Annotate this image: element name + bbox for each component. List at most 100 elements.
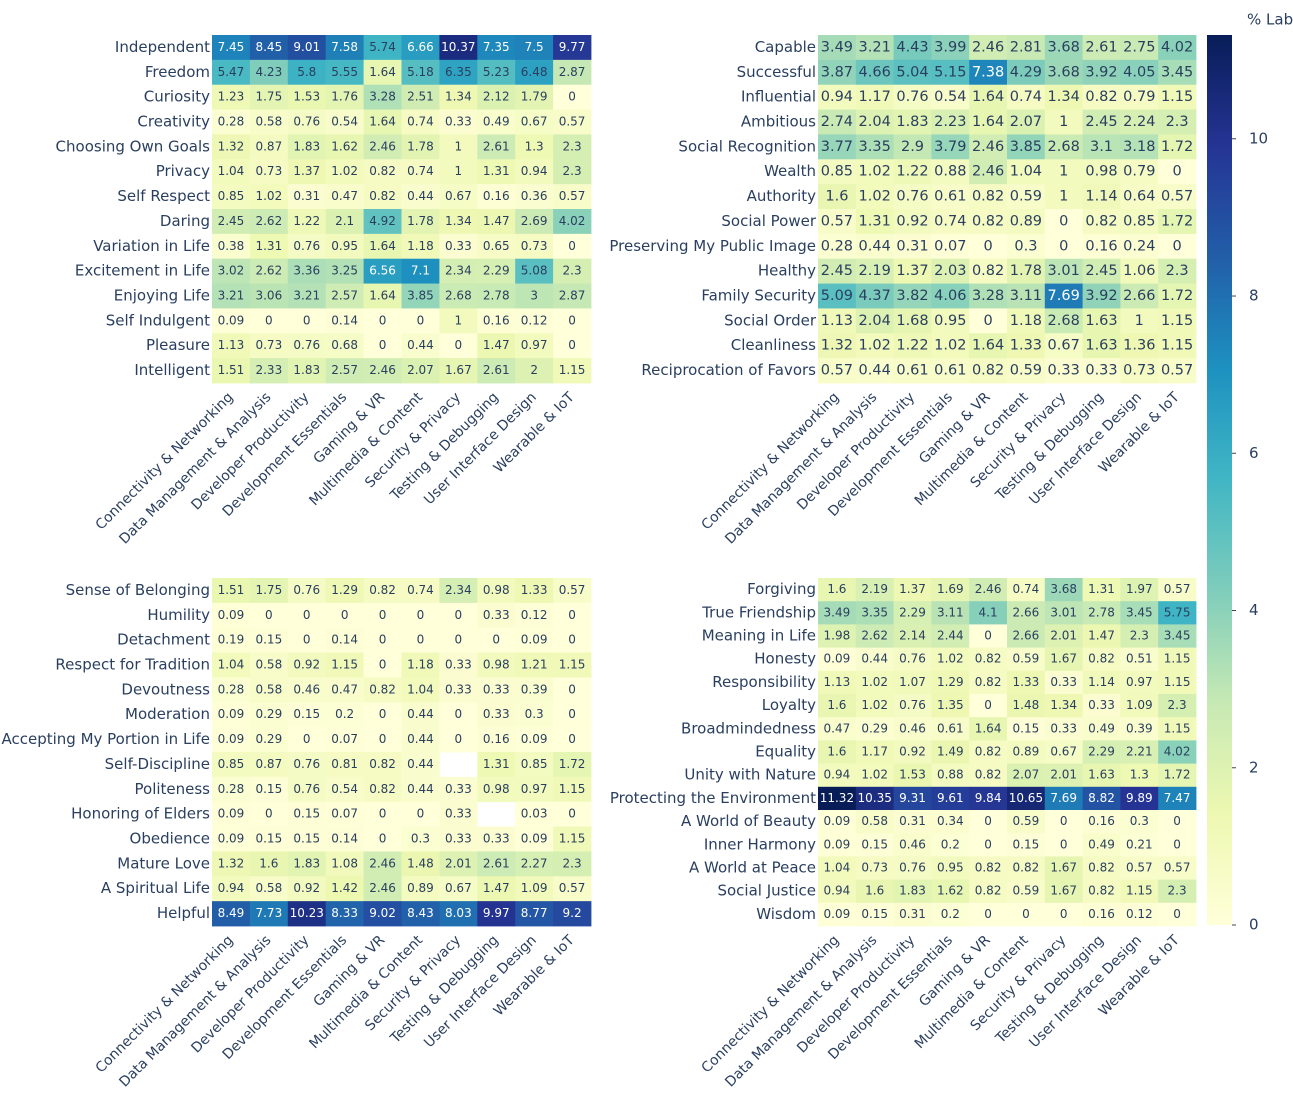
heatmap-cell	[212, 134, 251, 160]
heatmap-cell	[439, 283, 478, 309]
cell-label: 3.21	[218, 289, 245, 303]
heatmap-cell	[1082, 624, 1121, 648]
cell-label: 0.07	[331, 807, 358, 821]
cell-label: 2.04	[859, 114, 891, 130]
cell-label: 7.45	[218, 40, 245, 54]
cell-label: 2.24	[1123, 114, 1155, 130]
cell-label: 2.01	[445, 856, 472, 870]
cell-label: 0.57	[559, 115, 586, 129]
heatmap-cell	[212, 677, 251, 703]
heatmap-cell	[818, 670, 857, 695]
heatmap-cell	[287, 578, 327, 604]
heatmap-cell	[893, 810, 932, 834]
heatmap-cell	[1120, 833, 1159, 857]
cell-label: 6.35	[445, 65, 472, 79]
cell-label: 0.57	[1164, 582, 1191, 596]
heatmap-cell	[363, 134, 402, 160]
heatmap-cell	[1120, 159, 1159, 185]
heatmap-cell	[401, 209, 440, 235]
cell-label: 0.82	[369, 682, 396, 696]
cell-label: 0.82	[369, 757, 396, 771]
cell-label: 0.15	[861, 837, 888, 851]
cell-label: 1.15	[1164, 652, 1191, 666]
heatmap-cell	[1044, 59, 1083, 86]
cell-label: 1.32	[821, 338, 853, 354]
heatmap-cell	[249, 308, 289, 334]
cell-label: 3.85	[407, 289, 434, 303]
heatmap-cell	[931, 786, 970, 811]
cell-label: 0	[417, 608, 425, 622]
heatmap-cell	[515, 652, 554, 678]
heatmap-cell	[969, 578, 1008, 602]
cell-label: 0	[1022, 907, 1030, 921]
cell-label: 0.57	[821, 213, 853, 229]
heatmap-cell	[325, 134, 364, 160]
x-tick-label: Connectivity & Networking	[699, 389, 843, 533]
heatmap-cell	[893, 624, 932, 648]
cell-label: 1.29	[331, 583, 358, 597]
heatmap-cell	[212, 602, 251, 629]
cell-label: 2.46	[972, 39, 1004, 55]
heatmap-cell	[1044, 333, 1083, 359]
cell-label: 0.82	[369, 782, 396, 796]
heatmap-cell	[818, 786, 857, 811]
heatmap-cell	[1120, 134, 1159, 160]
cell-label: 0	[984, 814, 992, 828]
cell-label: 2.45	[218, 214, 245, 228]
cell-label: 1.13	[824, 675, 851, 689]
heatmap-cell	[1120, 624, 1159, 648]
cell-label: 0	[303, 732, 311, 746]
cell-label: 1.3	[1130, 768, 1149, 782]
heatmap-cell	[1158, 59, 1197, 86]
cell-label: 5.74	[369, 40, 396, 54]
cell-label: 0.31	[896, 238, 928, 254]
x-tick-label: Data Management & Analysis	[722, 389, 880, 547]
heatmap-cell	[553, 233, 592, 260]
heatmap-cell	[1007, 717, 1046, 741]
heatmap-cell	[287, 801, 327, 827]
cell-label: 0.98	[483, 583, 510, 597]
heatmap-cell	[287, 233, 327, 260]
heatmap-cell	[477, 826, 516, 852]
heatmap-cell	[1082, 833, 1121, 857]
heatmap-cell	[287, 727, 327, 753]
cell-label: 0.76	[293, 338, 320, 352]
heatmap-cell	[325, 59, 364, 86]
heatmap-cell	[553, 109, 592, 135]
row-label: Inner Harmony	[704, 835, 816, 853]
cell-label: 0.67	[1048, 338, 1080, 354]
cell-label: 0.3	[411, 832, 430, 846]
row-label: A Spiritual Life	[101, 879, 210, 897]
cell-label: 3.21	[859, 39, 891, 55]
heatmap-cell	[1120, 233, 1159, 260]
heatmap-cell	[1120, 717, 1159, 741]
heatmap-cell	[931, 233, 970, 260]
heatmap-cell	[931, 902, 970, 927]
row-label: Enjoying Life	[114, 287, 210, 305]
heatmap-cell	[969, 601, 1008, 625]
heatmap-cell	[439, 801, 478, 827]
heatmap-cell	[893, 833, 932, 857]
cell-label: 10.37	[441, 40, 475, 54]
cell-label: 0.39	[521, 682, 548, 696]
heatmap-cell	[325, 826, 364, 852]
heatmap-cell	[1158, 902, 1197, 927]
heatmap-cell	[363, 233, 402, 260]
cell-label: 1.64	[369, 239, 396, 253]
cell-label: 4.43	[896, 39, 928, 55]
heatmap-cell	[477, 258, 516, 284]
cell-label: 0.47	[331, 682, 358, 696]
cell-label: 1.62	[937, 884, 964, 898]
heatmap-cell	[855, 647, 894, 672]
cell-label: 1.02	[255, 189, 282, 203]
cell-label: 1.04	[218, 658, 245, 672]
heatmap-cell	[969, 833, 1008, 857]
heatmap-cell	[325, 602, 364, 629]
heatmap-cell	[1007, 810, 1046, 834]
heatmap-cell	[249, 358, 289, 384]
heatmap-cell	[893, 856, 932, 880]
cell-label: 2.3	[563, 856, 582, 870]
cell-label: 0.49	[1088, 721, 1115, 735]
cell-label: 2.34	[445, 264, 472, 278]
heatmap-cell	[212, 84, 251, 110]
